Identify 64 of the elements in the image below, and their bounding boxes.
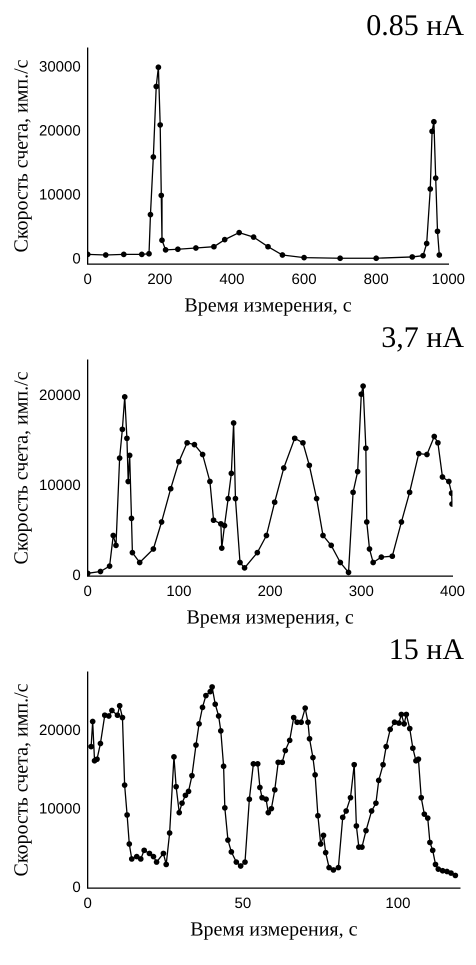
point bbox=[162, 247, 168, 253]
point bbox=[427, 186, 434, 192]
y-tick-label: 20000 bbox=[38, 387, 81, 404]
y-tick-label: 10000 bbox=[38, 186, 81, 204]
y-axis-title: Скорость счета, имп./с bbox=[10, 59, 32, 253]
point bbox=[431, 118, 437, 125]
y-tick-label: 20000 bbox=[38, 122, 81, 140]
point bbox=[429, 128, 435, 134]
point bbox=[373, 255, 380, 262]
point bbox=[280, 252, 286, 258]
chart-title: 15 нА bbox=[388, 632, 464, 666]
point bbox=[236, 230, 242, 236]
x-tick-label: 0 bbox=[84, 271, 92, 288]
point bbox=[102, 252, 109, 258]
point bbox=[150, 154, 156, 160]
x-tick-label: 50 bbox=[234, 895, 252, 912]
x-tick-label: 300 bbox=[348, 583, 374, 600]
x-tick-label: 800 bbox=[364, 271, 389, 288]
x-tick-label: 400 bbox=[219, 271, 244, 288]
point bbox=[175, 246, 181, 252]
point bbox=[157, 122, 164, 128]
x-axis-title: Время измерения, с bbox=[190, 918, 358, 940]
x-axis-title: Время измерения, с bbox=[184, 294, 352, 316]
point bbox=[436, 252, 442, 258]
y-tick-label: 0 bbox=[72, 879, 81, 896]
x-tick-label: 0 bbox=[84, 895, 92, 912]
point bbox=[222, 236, 228, 242]
x-tick-label: 100 bbox=[385, 895, 410, 912]
chart-title: 0.85 нА bbox=[366, 8, 464, 42]
point bbox=[156, 64, 162, 70]
point bbox=[434, 228, 440, 234]
x-tick-label: 400 bbox=[440, 583, 465, 600]
point bbox=[301, 254, 307, 260]
point bbox=[193, 245, 199, 251]
x-tick-label: 1000 bbox=[432, 271, 466, 288]
point bbox=[265, 244, 271, 250]
point bbox=[148, 212, 154, 218]
y-axis-title: Скорость счета, имп./с bbox=[10, 683, 32, 877]
point bbox=[146, 250, 152, 257]
x-tick-label: 200 bbox=[147, 271, 172, 288]
y-tick-label: 30000 bbox=[38, 58, 81, 76]
point bbox=[420, 252, 426, 259]
chart-title: 3,7 нА bbox=[381, 320, 464, 354]
y-tick-label: 0 bbox=[72, 567, 81, 584]
point bbox=[120, 252, 127, 258]
y-tick-label: 0 bbox=[72, 250, 81, 268]
point bbox=[432, 175, 439, 181]
y-axis-title: Скорость счета, имп./с bbox=[10, 371, 32, 565]
point bbox=[250, 234, 256, 240]
point bbox=[424, 240, 430, 246]
y-tick-label: 10000 bbox=[38, 477, 81, 494]
x-tick-label: 600 bbox=[292, 271, 317, 288]
point bbox=[138, 252, 145, 258]
point bbox=[158, 192, 164, 198]
point bbox=[159, 237, 165, 244]
x-tick-label: 0 bbox=[84, 583, 92, 600]
point bbox=[211, 244, 217, 250]
x-tick-label: 200 bbox=[258, 583, 283, 600]
x-axis-title: Время измерения, с bbox=[186, 606, 354, 628]
x-tick-label: 100 bbox=[166, 583, 192, 600]
point bbox=[409, 254, 416, 260]
y-tick-label: 20000 bbox=[38, 722, 81, 740]
y-tick-label: 10000 bbox=[38, 800, 81, 818]
point bbox=[337, 255, 343, 262]
